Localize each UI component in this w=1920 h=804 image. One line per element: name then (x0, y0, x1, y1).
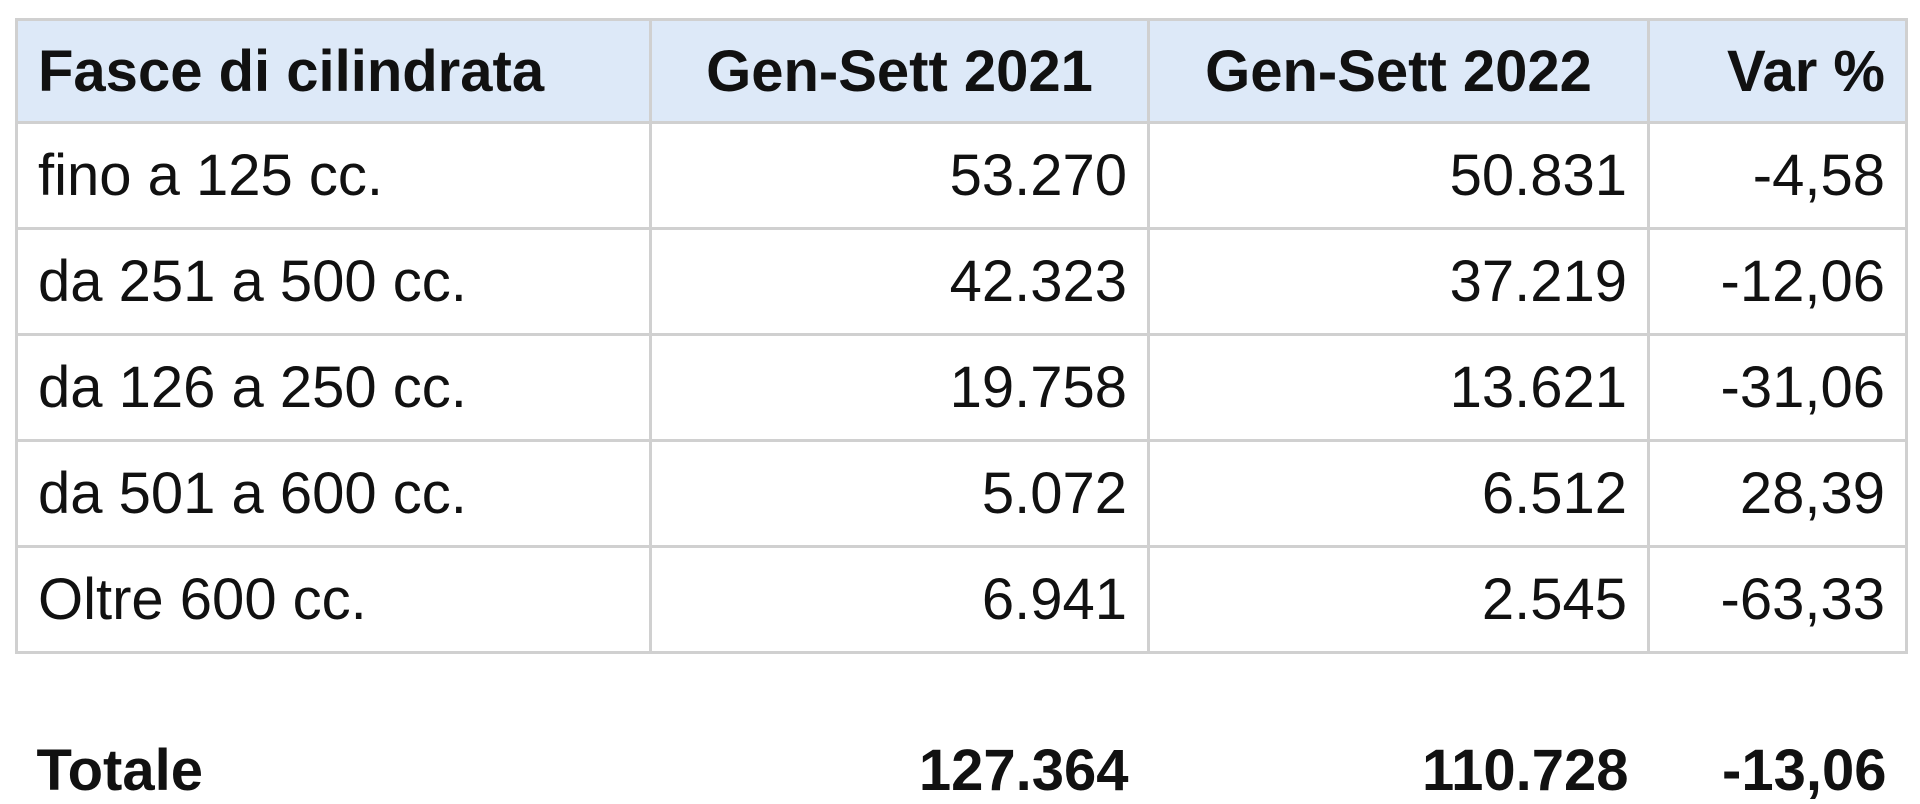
table-cell: -63,33 (1649, 547, 1907, 653)
table-cell: da 501 a 600 cc. (17, 441, 651, 547)
table-cell: da 126 a 250 cc. (17, 335, 651, 441)
table-cell: -4,58 (1649, 123, 1907, 229)
table-cell: Oltre 600 cc. (17, 547, 651, 653)
table-cell: 19.758 (651, 335, 1149, 441)
table-cell: 28,39 (1649, 441, 1907, 547)
table-cell: 6.941 (651, 547, 1149, 653)
table-cell: 13.621 (1149, 335, 1649, 441)
total-cell: 110.728 (1149, 653, 1649, 804)
table-cell: da 251 a 500 cc. (17, 229, 651, 335)
table-cell: 53.270 (651, 123, 1149, 229)
table-cell: -31,06 (1649, 335, 1907, 441)
header-cell: Gen-Sett 2022 (1149, 20, 1649, 123)
table-cell: 5.072 (651, 441, 1149, 547)
total-cell: -13,06 (1649, 653, 1907, 804)
header-cell: Fasce di cilindrata (17, 20, 651, 123)
total-cell: 127.364 (651, 653, 1149, 804)
total-cell: Totale (17, 653, 651, 804)
table-cell: 37.219 (1149, 229, 1649, 335)
table-cell: 2.545 (1149, 547, 1649, 653)
table-cell: fino a 125 cc. (17, 123, 651, 229)
table-cell: 50.831 (1149, 123, 1649, 229)
table-cell: -12,06 (1649, 229, 1907, 335)
header-cell: Var % (1649, 20, 1907, 123)
table-cell: 6.512 (1149, 441, 1649, 547)
header-cell: Gen-Sett 2021 (651, 20, 1149, 123)
table-cell: 42.323 (651, 229, 1149, 335)
